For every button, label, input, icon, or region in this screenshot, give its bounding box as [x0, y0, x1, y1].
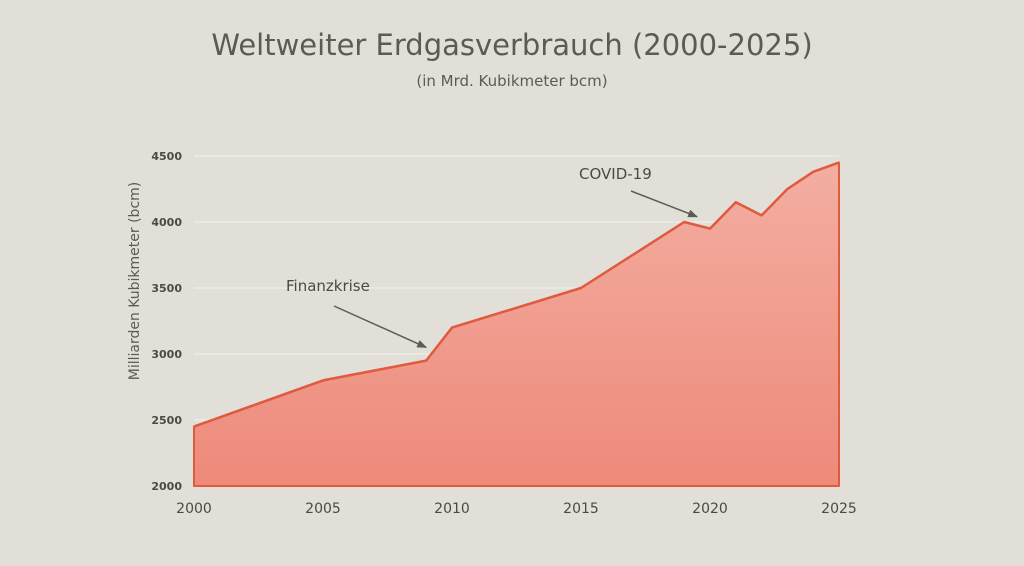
area-series: [193, 161, 840, 487]
x-tick-label: 2000: [176, 501, 212, 517]
y-axis-label: Milliarden Kubikmeter (bcm): [127, 182, 143, 381]
y-tick-label: 4000: [151, 216, 182, 229]
annotations: Finanzkrise COVID-19: [286, 165, 699, 349]
y-tick-label: 2000: [151, 480, 182, 493]
annotation-arrow: [630, 190, 699, 218]
x-tick-label: 2020: [692, 501, 728, 517]
annotation-arrow: [333, 305, 428, 349]
chart-title: Weltweiter Erdgasverbrauch (2000-2025): [211, 28, 813, 62]
y-tick-label: 4500: [151, 150, 182, 163]
chart-subtitle: (in Mrd. Kubikmeter bcm): [416, 72, 608, 90]
series-line: [193, 161, 840, 428]
annotation-label: COVID-19: [579, 165, 652, 183]
y-tick-label: 3000: [151, 348, 182, 361]
x-tick-label: 2025: [821, 501, 857, 517]
x-tick-label: 2015: [563, 501, 599, 517]
y-axis-ticks: 2000 2500 3000 3500 4000 4500: [151, 150, 182, 493]
x-axis-ticks: 2000 2005 2010 2015 2020 2025: [176, 501, 857, 517]
y-tick-label: 2500: [151, 414, 182, 427]
annotation-label: Finanzkrise: [286, 277, 370, 295]
y-tick-label: 3500: [151, 282, 182, 295]
x-tick-label: 2010: [434, 501, 470, 517]
x-tick-label: 2005: [305, 501, 341, 517]
area-fill: [193, 161, 840, 487]
